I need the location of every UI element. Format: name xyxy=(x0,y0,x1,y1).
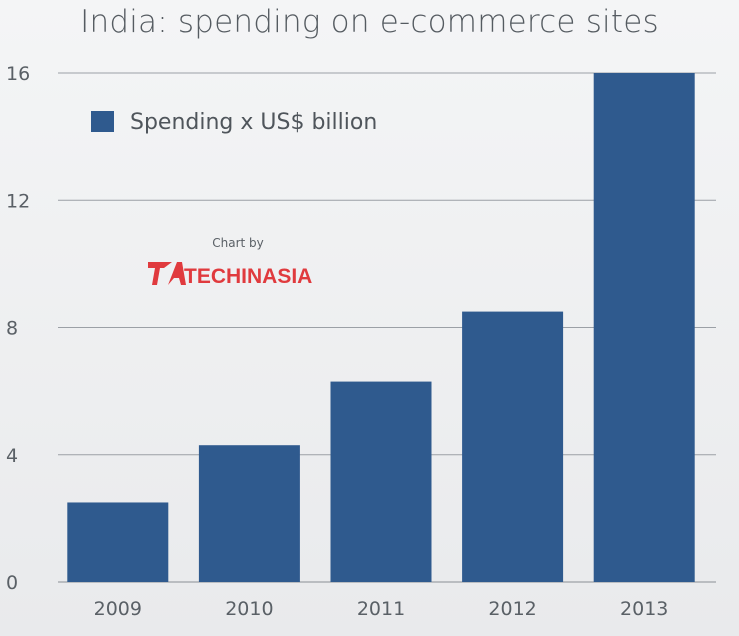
chart-credit: Chart by TECHINASIA xyxy=(148,236,312,288)
legend: Spending x US$ billion xyxy=(91,110,377,135)
bar xyxy=(67,502,169,582)
credit-label: Chart by xyxy=(212,236,264,250)
bar xyxy=(198,445,300,582)
y-tick-label: 8 xyxy=(6,318,18,340)
logo-mark-a-icon xyxy=(168,262,186,285)
y-tick-label: 12 xyxy=(6,190,30,212)
logo-mark-icon xyxy=(148,262,172,285)
x-tick-label: 2009 xyxy=(94,598,142,620)
bar xyxy=(593,73,695,582)
legend-label: Spending x US$ billion xyxy=(130,110,377,135)
logo-text: TECHINASIA xyxy=(184,265,312,288)
x-tick-label: 2011 xyxy=(357,598,405,620)
chart-title: India: spending on e-commerce sites xyxy=(80,4,659,40)
y-tick-label: 4 xyxy=(6,445,18,467)
y-tick-label: 16 xyxy=(6,63,30,85)
bar xyxy=(330,381,432,582)
y-axis: 0 4 8 12 16 xyxy=(6,63,30,594)
legend-swatch xyxy=(91,111,114,132)
y-tick-label: 0 xyxy=(6,572,18,594)
bar xyxy=(462,311,564,582)
x-tick-label: 2012 xyxy=(488,598,536,620)
x-axis: 2009 2010 2011 2012 2013 xyxy=(94,598,669,620)
x-tick-label: 2013 xyxy=(620,598,668,620)
techinasia-logo: TECHINASIA xyxy=(148,262,312,288)
x-tick-label: 2010 xyxy=(225,598,273,620)
bars xyxy=(67,73,695,582)
